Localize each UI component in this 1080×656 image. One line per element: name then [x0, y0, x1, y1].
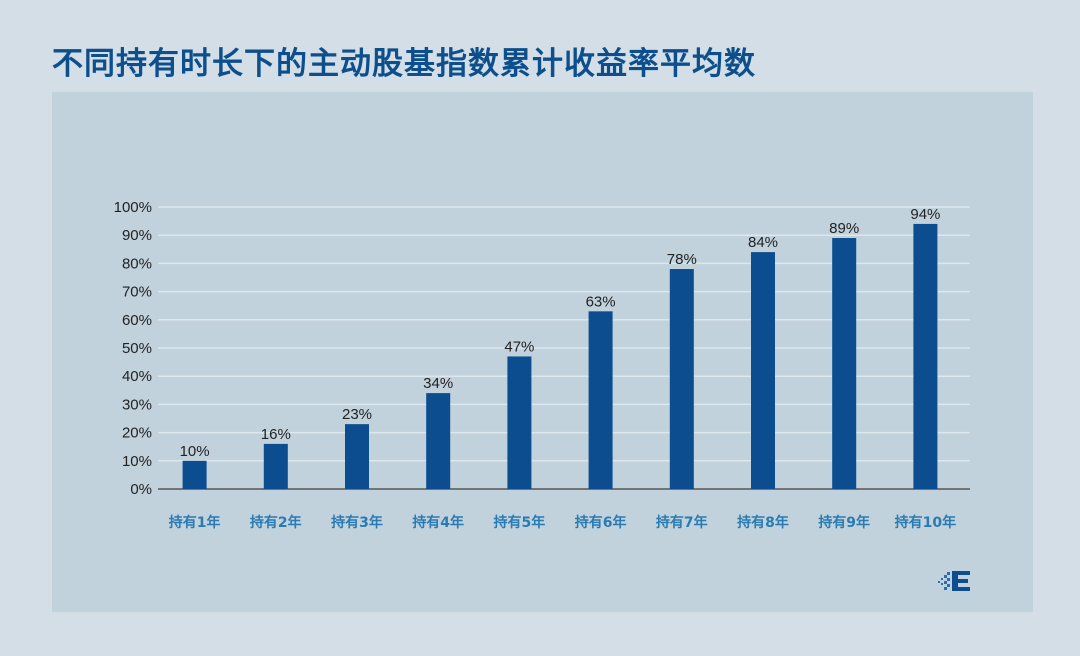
data-label: 34%: [423, 375, 453, 392]
bar: [345, 424, 369, 489]
bar: [913, 223, 938, 490]
y-tick-label: 90%: [122, 227, 152, 244]
bar: [426, 393, 451, 489]
y-tick-label: 0%: [130, 481, 152, 498]
data-label: 94%: [910, 206, 940, 223]
data-label: 63%: [586, 293, 616, 310]
y-tick-label: 50%: [122, 340, 152, 357]
x-tick-label: 持有10年: [895, 514, 956, 531]
data-label: 47%: [504, 338, 534, 355]
y-tick-label: 100%: [114, 199, 152, 216]
data-label: 89%: [829, 220, 859, 237]
bar: [832, 238, 857, 489]
data-label: 84%: [748, 234, 778, 251]
data-label: 23%: [342, 406, 372, 423]
x-tick-label: 持有9年: [818, 514, 870, 531]
chart-panel: [52, 92, 1033, 612]
y-tick-label: 60%: [122, 312, 152, 329]
bar: [263, 443, 288, 489]
x-tick-label: 持有5年: [494, 514, 546, 531]
y-tick-label: 80%: [122, 255, 152, 272]
x-tick-label: 持有6年: [575, 514, 627, 531]
bar: [182, 460, 207, 489]
data-label: 16%: [261, 426, 291, 443]
y-tick-label: 20%: [122, 425, 152, 442]
bar: [751, 252, 775, 489]
x-tick-label: 持有3年: [331, 514, 383, 531]
x-tick-label: 持有7年: [656, 514, 708, 531]
chart-title: 不同持有时长下的主动股基指数累计收益率平均数: [52, 46, 756, 82]
bar: [507, 356, 532, 489]
x-tick-label: 持有2年: [250, 514, 302, 531]
pixel-e-logo-icon: [938, 571, 970, 591]
y-tick-label: 10%: [122, 453, 152, 470]
data-label: 78%: [667, 251, 697, 268]
bar: [669, 269, 694, 489]
x-tick-label: 持有4年: [412, 514, 464, 531]
x-tick-label: 持有1年: [169, 514, 221, 531]
bar: [588, 311, 613, 489]
y-tick-label: 70%: [122, 284, 152, 301]
x-tick-label: 持有8年: [737, 514, 789, 531]
y-tick-label: 30%: [122, 396, 152, 413]
data-label: 10%: [180, 443, 210, 460]
y-tick-label: 40%: [122, 368, 152, 385]
